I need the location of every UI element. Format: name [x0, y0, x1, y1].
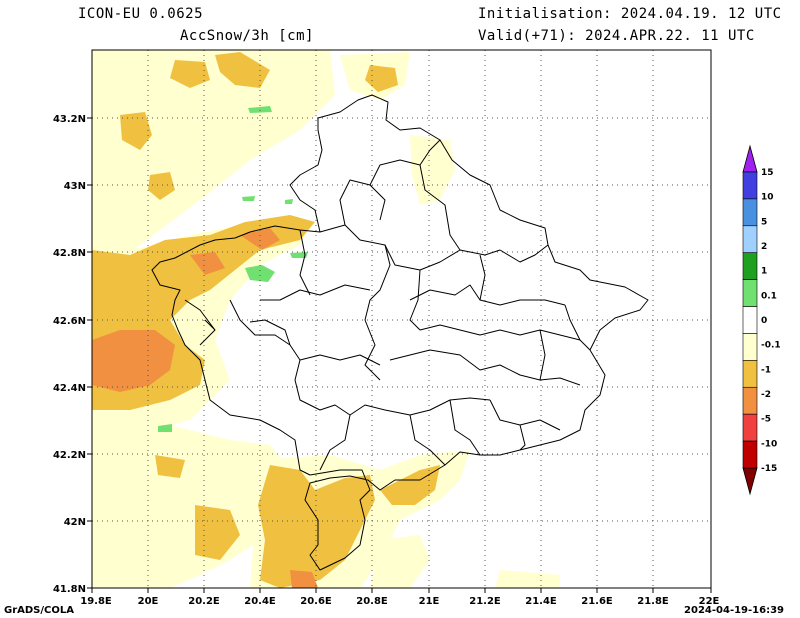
lon-tick-label: 21.2E [469, 596, 501, 607]
colorbar-label: 5 [761, 217, 767, 227]
lat-axis: 43.2N 43N 42.8N 42.6N 42.4N 42.2N 42N 41… [53, 114, 92, 595]
colorbar-label: 10 [761, 193, 774, 203]
colorbar-cell [742, 279, 758, 307]
lat-tick-label: 41.8N [53, 584, 86, 595]
init-time: Initialisation: 2024.04.19. 12 UTC [478, 6, 782, 22]
lat-tick-label: 42.8N [53, 248, 86, 259]
colorbar-cell [742, 333, 758, 361]
colorbar: 15 10 5 2 1 0.1 0 -0.1 -1 -2 -5 -10 -15 [742, 144, 781, 496]
colorbar-cell [742, 252, 758, 280]
lat-tick-label: 42.6N [53, 316, 86, 327]
colorbar-cell [742, 440, 758, 469]
valid-time: Valid(+71): 2024.APR.22. 11 UTC [478, 28, 755, 44]
colorbar-label: -5 [761, 415, 771, 425]
colorbar-bottom-arrow [742, 467, 758, 496]
lon-axis: 19.8E 20E 20.2E 20.4E 20.6E 20.8E 21E 21… [80, 588, 720, 607]
lon-tick-label: 21.4E [525, 596, 557, 607]
lat-tick-label: 43.2N [53, 114, 86, 125]
colorbar-cell [742, 171, 758, 200]
lon-tick-label: 21E [419, 596, 440, 607]
lon-tick-label: 20.2E [188, 596, 220, 607]
colorbar-cell [742, 360, 758, 388]
colorbar-label: 15 [761, 168, 774, 178]
colorbar-label: 1 [761, 267, 767, 277]
lon-tick-label: 20E [138, 596, 159, 607]
colorbar-cell [742, 198, 758, 227]
variable-title: AccSnow/3h [cm] [180, 28, 314, 44]
snow-field [92, 50, 560, 588]
lon-tick-label: 21.8E [637, 596, 669, 607]
colorbar-cell [742, 386, 758, 415]
colorbar-cell [742, 413, 758, 442]
colorbar-label: -0.1 [761, 341, 781, 351]
colorbar-label: 0.1 [761, 291, 777, 301]
snow-heavy-areas [92, 228, 318, 588]
footer-left: GrADS/COLA [4, 605, 74, 616]
colorbar-label: 2 [761, 242, 767, 252]
lon-tick-label: 20.4E [244, 596, 276, 607]
colorbar-label: -2 [761, 390, 771, 400]
lat-tick-label: 42.2N [53, 450, 86, 461]
snow-accumulation-areas [158, 106, 308, 432]
footer-right: 2024-04-19-16:39 [684, 605, 784, 616]
lon-tick-label: 21.6E [581, 596, 613, 607]
colorbar-label: -15 [761, 464, 777, 474]
country-outline [151, 94, 649, 571]
grid-lines [92, 50, 711, 588]
lon-tick-label: 20.6E [300, 596, 332, 607]
colorbar-label: -10 [761, 439, 777, 449]
lat-tick-label: 42.4N [53, 383, 86, 394]
lat-tick-label: 43N [64, 181, 86, 192]
colorbar-label: 0 [761, 316, 767, 326]
map-frame [91, 49, 712, 589]
colorbar-cell [742, 225, 758, 254]
colorbar-top-arrow [742, 144, 758, 173]
colorbar-cell [742, 306, 758, 334]
model-title: ICON-EU 0.0625 [78, 6, 204, 22]
lon-tick-label: 19.8E [80, 596, 112, 607]
lon-tick-label: 20.8E [356, 596, 388, 607]
lon-tick-label: 22E [699, 596, 720, 607]
lat-tick-label: 42N [64, 517, 86, 528]
colorbar-label: -1 [761, 365, 771, 375]
borders [151, 94, 649, 571]
